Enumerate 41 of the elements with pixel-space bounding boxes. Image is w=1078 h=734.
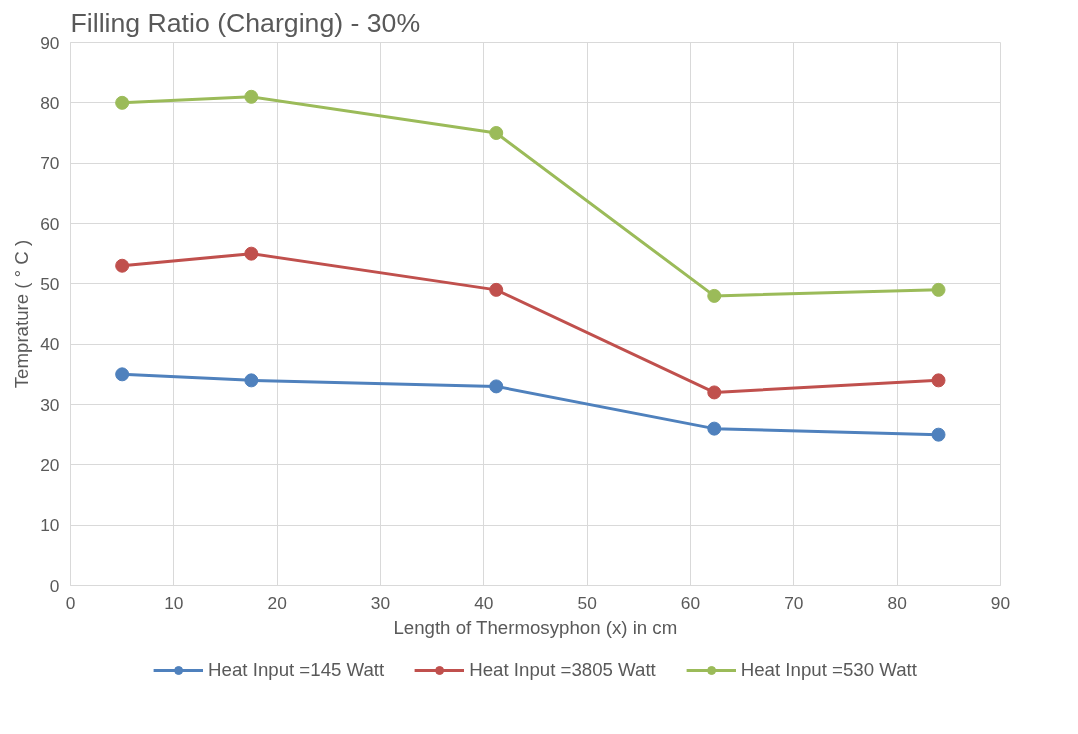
point [115, 367, 130, 382]
y-tick-label: 80 [40, 92, 60, 113]
x-tick-label: 10 [164, 592, 184, 613]
point [931, 427, 946, 442]
x-tick-label: 80 [887, 592, 907, 613]
x-tick-label: 50 [577, 592, 597, 613]
y-tick-label: 0 [49, 575, 60, 596]
point [707, 421, 722, 436]
x-tick-label: 30 [370, 592, 391, 613]
y-tick-label: 70 [40, 153, 60, 174]
x-tick-label: 20 [267, 592, 287, 613]
x-tick-label: 90 [990, 592, 1011, 613]
legend-label: Heat Input =145 Watt [208, 659, 385, 681]
x-tick-label: 40 [474, 592, 494, 613]
y-tick-label: 50 [40, 273, 60, 294]
point [115, 95, 130, 110]
chart-title: Filling Ratio (Charging) - 30% [70, 7, 421, 38]
x-tick-label: 70 [784, 592, 804, 613]
point [489, 126, 504, 140]
y-tick-label: 30 [40, 394, 60, 415]
legend-label: Heat Input =3805 Watt [469, 659, 656, 681]
x-tick-label: 0 [65, 592, 76, 613]
point [707, 385, 722, 400]
point [115, 258, 130, 273]
y-tick-label: 10 [40, 515, 60, 536]
point [931, 282, 946, 297]
y-axis-title: Temprature ( ° C ) [11, 239, 33, 389]
x-tick-label: 60 [680, 592, 701, 613]
point [489, 282, 504, 297]
y-tick-label: 40 [40, 334, 60, 355]
y-tick-label: 60 [40, 213, 60, 234]
point [244, 373, 259, 388]
point [489, 379, 504, 394]
point [244, 246, 259, 261]
point [244, 89, 259, 104]
x-axis-title: Length of Thermosyphon (x) in cm [393, 616, 678, 638]
y-tick-label: 20 [40, 454, 60, 475]
point [931, 373, 946, 388]
legend-label: Heat Input =530 Watt [740, 659, 917, 681]
y-tick-label: 90 [40, 32, 60, 53]
point [707, 288, 722, 303]
